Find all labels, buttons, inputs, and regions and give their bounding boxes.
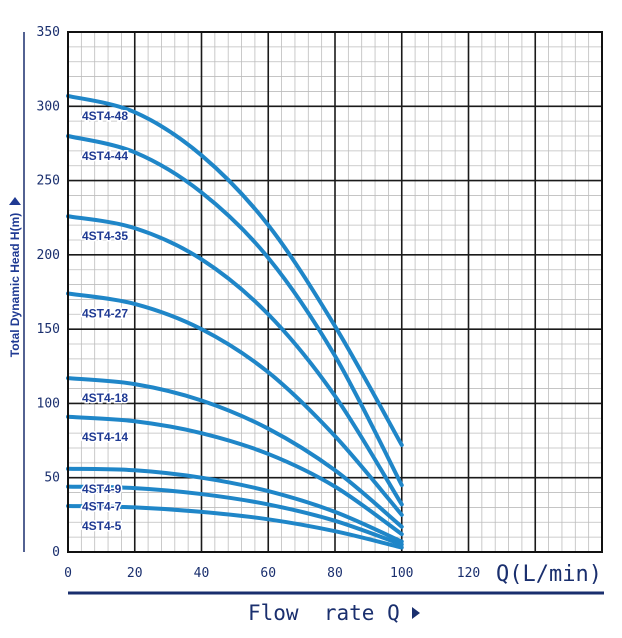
curve-label: 4ST4-14 [82, 430, 128, 444]
y-tick-label: 0 [52, 545, 60, 560]
curve-4st4-44 [66, 134, 404, 488]
x-tick-label: 20 [127, 566, 143, 581]
curve-4st4-35 [66, 214, 404, 507]
x-tick-label: 100 [390, 566, 413, 581]
curve-label: 4ST4-18 [82, 391, 128, 405]
x-tick-label: 120 [457, 566, 480, 581]
x-axis-arrow-icon [412, 607, 420, 619]
x-axis-label: Flow rate Q [248, 601, 420, 625]
curve-4st4-5 [66, 503, 404, 550]
curve-label: 4ST4-44 [82, 149, 128, 163]
y-axis-title: Total Dynamic Head H(m) [8, 213, 22, 357]
x-tick-label: 40 [194, 566, 210, 581]
curve-label: 4ST4-7 [82, 500, 122, 514]
curve-label: 4ST4-9 [82, 482, 122, 496]
curves [66, 93, 404, 550]
y-tick-label: 100 [37, 396, 60, 411]
curve-4st4-14 [66, 414, 404, 537]
x-tick-label: 60 [260, 566, 276, 581]
plot-frame [67, 31, 603, 553]
curve-labels: 4ST4-48 4ST4-44 4ST4-35 4ST4-27 4ST4-18 4ST4-… [81, 107, 130, 534]
curve-4st4-9 [66, 466, 404, 544]
x-tick-labels: 0 20 40 60 80 100 120 [64, 566, 480, 581]
y-axis-arrow-icon [9, 197, 21, 205]
curve-label: 4ST4-48 [82, 109, 128, 123]
curve-4st4-48 [66, 93, 404, 448]
curve-label: 4ST4-35 [82, 229, 128, 243]
major-grid [68, 32, 602, 552]
y-tick-label: 300 [37, 99, 60, 114]
curve-4st4-7 [66, 484, 404, 547]
curve-4st4-18 [66, 376, 404, 529]
y-axis-label: Total Dynamic Head H(m) [8, 197, 22, 357]
y-tick-label: 250 [37, 174, 60, 189]
y-tick-label: 50 [44, 471, 60, 486]
y-tick-label: 350 [37, 25, 60, 40]
curve-4st4-27 [66, 291, 404, 517]
x-tick-label: 0 [64, 566, 72, 581]
x-unit-label: Q(L/min) [496, 562, 602, 587]
curve-label: 4ST4-5 [82, 519, 122, 533]
x-tick-label: 80 [327, 566, 343, 581]
x-axis-title: Flow rate Q [248, 601, 400, 625]
y-tick-label: 150 [37, 322, 60, 337]
curve-label: 4ST4-27 [82, 306, 128, 320]
y-tick-labels: 0 50 100 150 200 250 300 350 [37, 25, 60, 560]
y-tick-label: 200 [37, 248, 60, 263]
